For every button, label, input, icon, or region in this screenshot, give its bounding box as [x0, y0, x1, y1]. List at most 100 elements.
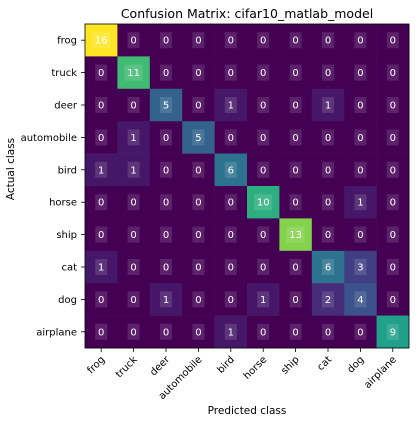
heatmap-cell [311, 121, 345, 154]
y-tick-label: automobile [21, 133, 77, 144]
heatmap-cell [117, 315, 151, 349]
cell-value-box [127, 161, 140, 178]
cell-value-box [322, 259, 334, 275]
heatmap-cell [344, 88, 377, 122]
cell-value-label: 1 [98, 165, 104, 176]
cell-value-box [257, 161, 270, 178]
heatmap-cell [311, 88, 345, 122]
cell-value-box [224, 259, 237, 275]
y-tick-label: cat [61, 263, 77, 274]
cell-value-label: 0 [390, 230, 396, 241]
heatmap-cell [149, 315, 183, 349]
cell-value-box [224, 161, 237, 178]
cell-value-label: 11 [127, 68, 140, 79]
heatmap-cell [182, 153, 215, 187]
heatmap-cell [247, 24, 280, 57]
heatmap-cell [279, 24, 313, 57]
y-tick-label: deer [54, 101, 78, 112]
cell-value-box [354, 226, 367, 243]
cell-value-label: 0 [390, 263, 396, 274]
cell-value-box [95, 64, 108, 81]
cell-value-label: 0 [260, 101, 266, 112]
cell-value-box [92, 32, 111, 49]
cell-value-box [322, 161, 334, 178]
cell-value-box [192, 291, 205, 308]
cell-value-label: 0 [260, 263, 266, 274]
heatmap-cell [117, 121, 151, 154]
cell-value-label: 0 [357, 133, 363, 144]
cell-value-box [192, 129, 205, 146]
plot-frame [84, 23, 410, 349]
heatmap-cell [182, 56, 215, 90]
heatmap-cell [149, 56, 183, 90]
cell-value-label: 0 [228, 68, 234, 79]
cell-value-label: 0 [163, 68, 169, 79]
cell-value-box [224, 64, 237, 81]
cell-value-box [224, 194, 237, 211]
cell-value-box [354, 194, 367, 211]
heatmap-cell [279, 218, 313, 252]
cell-value-box [127, 32, 140, 49]
cell-value-box [224, 97, 237, 113]
cell-value-box [224, 291, 237, 308]
cell-value-label: 0 [195, 101, 201, 112]
cell-value-box [257, 97, 270, 113]
cell-value-label: 2 [325, 295, 331, 306]
cell-value-box [192, 226, 205, 243]
cell-value-box [386, 259, 399, 275]
cell-value-label: 0 [325, 230, 331, 241]
cell-value-label: 0 [228, 295, 234, 306]
cell-value-box [127, 194, 140, 211]
cell-value-box [257, 129, 270, 146]
heatmap-cell [344, 186, 377, 219]
cell-value-box [386, 161, 399, 178]
cell-value-box [386, 129, 399, 146]
cell-value-label: 0 [228, 133, 234, 144]
cell-value-label: 0 [357, 165, 363, 176]
cell-value-label: 0 [130, 295, 136, 306]
heatmap-cell [247, 250, 280, 284]
cell-value-label: 1 [98, 263, 104, 274]
cell-value-label: 0 [98, 133, 104, 144]
cell-value-box [160, 226, 172, 243]
heatmap-cell [247, 283, 280, 316]
heatmap-cell [247, 153, 280, 187]
cell-value-label: 0 [98, 327, 104, 338]
heatmap-cell [182, 315, 215, 349]
cell-value-box [95, 97, 108, 113]
cell-value-box [354, 97, 367, 113]
heatmap-cell [117, 153, 151, 187]
cell-value-box [257, 226, 270, 243]
x-tick-label: truck [114, 354, 140, 380]
cell-value-label: 0 [325, 133, 331, 144]
heatmap-cell [214, 218, 248, 252]
x-axis-label: Predicted class [208, 405, 287, 417]
cell-value-box [386, 32, 399, 49]
heatmap-cell [214, 186, 248, 219]
heatmap-cell [85, 218, 118, 252]
cell-value-box [95, 129, 108, 146]
heatmap-cell [117, 186, 151, 219]
cell-value-label: 0 [228, 230, 234, 241]
cell-value-label: 0 [98, 101, 104, 112]
cell-value-box [192, 97, 205, 113]
cell-value-box [354, 161, 367, 178]
cell-value-box [257, 291, 270, 308]
cell-value-label: 9 [390, 327, 396, 338]
cell-value-box [386, 323, 399, 340]
heatmap-cell [247, 186, 280, 219]
cell-value-box [160, 64, 172, 81]
cell-value-label: 0 [357, 327, 363, 338]
cell-value-label: 0 [130, 36, 136, 47]
heatmap-cell [376, 218, 410, 252]
heatmap-cell [85, 186, 118, 219]
cell-value-box [224, 129, 237, 146]
cell-value-label: 0 [357, 101, 363, 112]
cell-value-box [289, 161, 302, 178]
cell-value-label: 1 [357, 198, 363, 209]
cell-value-label: 0 [98, 68, 104, 79]
cell-value-box [160, 97, 172, 113]
heatmap-cell [279, 283, 313, 316]
cell-value-box [192, 64, 205, 81]
cell-value-box [386, 97, 399, 113]
